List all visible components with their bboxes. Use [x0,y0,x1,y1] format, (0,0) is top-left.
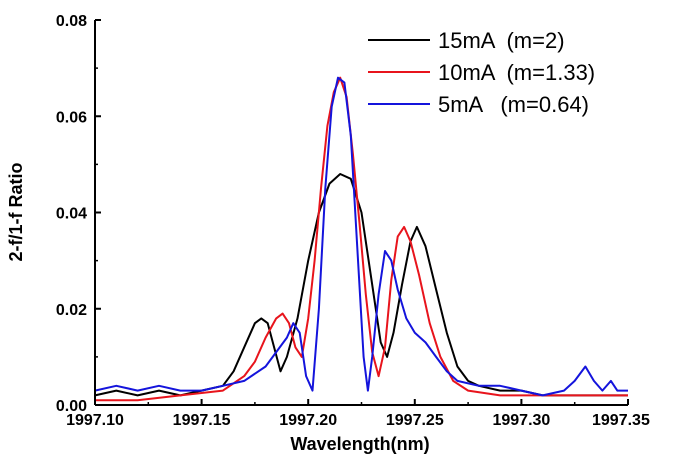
y-tick-label: 0.06 [56,109,87,126]
legend-label: 15mA (m=2) [438,28,565,53]
tick-marks [94,19,629,406]
series-layer [94,76,628,402]
x-tick-label: 1997.20 [279,412,337,429]
series-line-2 [94,76,628,397]
x-tick-label: 1997.30 [492,412,550,429]
y-tick-labels: 0.00 0.02 0.04 0.06 0.08 [56,13,87,415]
x-tick-label: 1997.15 [173,412,231,429]
x-tick-label: 1997.10 [66,412,124,429]
legend-label: 5mA (m=0.64) [438,92,589,117]
y-tick-label: 0.04 [56,206,87,223]
x-axis-title: Wavelength(nm) [290,434,429,454]
legend: 15mA (m=2) 10mA (m=1.33) 5mA (m=0.64) [368,28,595,117]
y-tick-label: 0.08 [56,13,87,30]
x-tick-labels: 1997.10 1997.15 1997.20 1997.25 1997.30 1997.… [66,412,650,429]
legend-label: 10mA (m=1.33) [438,60,595,85]
series-line-0 [94,173,628,397]
y-tick-label: 0.00 [56,398,87,415]
y-axis-title: 2-f/1-f Ratio [6,162,26,261]
x-tick-label: 1997.35 [592,412,650,429]
series-line-1 [95,76,628,402]
x-tick-label: 1997.25 [386,412,444,429]
y-tick-label: 0.02 [56,302,87,319]
